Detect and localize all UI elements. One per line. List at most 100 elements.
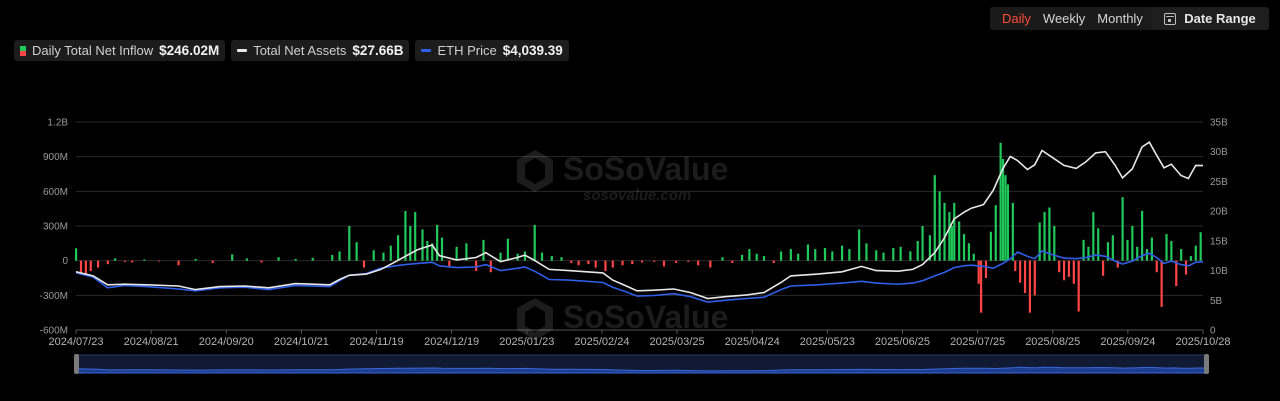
inflow-bar — [448, 260, 451, 268]
assets-swatch-icon — [237, 49, 248, 52]
inflow-bar — [550, 256, 553, 261]
inflow-bar — [953, 202, 956, 261]
inflow-bar — [231, 254, 234, 261]
inflow-bar — [506, 238, 509, 261]
inflow-bar — [662, 260, 666, 267]
inflow-bar — [1006, 184, 1010, 261]
inflow-bar — [958, 221, 961, 261]
inflow-bar — [1011, 202, 1014, 261]
gridlines — [76, 121, 1203, 331]
inflow-bar — [1189, 256, 1193, 261]
inflow-bar — [1033, 260, 1036, 296]
period-daily-button[interactable]: Daily — [1002, 11, 1031, 26]
legend-inflow[interactable]: Daily Total Net Inflow $246.02M — [14, 40, 226, 61]
inflow-bar — [1116, 260, 1119, 268]
calendar-icon — [1164, 12, 1177, 25]
inflow-bar — [260, 260, 263, 263]
legend-price-label: ETH Price — [437, 43, 497, 58]
inflow-bar — [999, 142, 1002, 261]
inflow-bar — [79, 260, 83, 273]
navigator-right-handle[interactable] — [1204, 354, 1209, 374]
inflow-bar — [977, 260, 980, 284]
x-tick-label: 2024/10/21 — [274, 336, 329, 348]
inflow-bar — [933, 175, 936, 261]
inflow-bar — [621, 260, 624, 266]
inflow-bar — [640, 260, 644, 263]
inflow-bar — [194, 258, 197, 261]
inflow-bar — [1141, 210, 1144, 261]
watermark-lower: SoSoValue — [517, 298, 728, 340]
inflow-bar — [1155, 260, 1158, 273]
x-tick-label: 2025/10/28 — [1175, 336, 1230, 348]
y-left-tick-label: -600M — [40, 326, 68, 337]
inflow-bar — [1131, 226, 1134, 261]
inflow-bar — [984, 260, 988, 278]
date-range-button[interactable]: Date Range — [1151, 7, 1269, 30]
inflow-bar — [1170, 241, 1173, 261]
inflow-bar — [604, 260, 607, 272]
inflow-bar — [106, 260, 109, 265]
inflow-bar — [772, 260, 775, 263]
inflow-bar — [1019, 260, 1022, 283]
inflow-bar — [311, 257, 314, 261]
legend-assets-value: $27.66B — [352, 43, 404, 58]
inflow-bar — [611, 260, 614, 268]
inflow-swatch-icon — [20, 45, 26, 56]
inflow-bar — [1087, 246, 1090, 261]
inflow-bar — [123, 260, 126, 262]
inflow-bar — [362, 260, 366, 268]
inflow-bar — [840, 245, 844, 261]
inflow-bar — [972, 253, 975, 261]
x-tick-label: 2024/12/19 — [424, 336, 479, 348]
inflow-bar — [755, 253, 758, 261]
inflow-bar — [1184, 260, 1188, 275]
inflow-bar — [177, 260, 180, 266]
y-left-tick-label: 1.2B — [47, 118, 68, 129]
inflow-bar — [211, 260, 214, 263]
inflow-bar — [594, 260, 597, 268]
x-tick-label: 2025/06/25 — [875, 336, 930, 348]
inflow-bar — [740, 254, 744, 261]
inflow-bar — [404, 210, 407, 261]
inflow-bar — [748, 249, 751, 261]
inflow-bar — [1121, 197, 1124, 261]
period-weekly-button[interactable]: Weekly — [1042, 11, 1086, 26]
y-axis-left: 1.2B 900M 600M 300M 0 -300M -600M — [40, 118, 69, 337]
legend-assets[interactable]: Total Net Assets $27.66B — [231, 40, 410, 61]
navigator-left-handle[interactable] — [74, 354, 79, 374]
x-tick-label: 2025/02/24 — [574, 336, 629, 348]
inflow-bar — [1111, 235, 1114, 261]
inflow-bar — [1160, 260, 1163, 307]
y-left-tick-label: 600M — [43, 187, 68, 198]
y-left-tick-label: -300M — [40, 291, 68, 302]
inflow-bar — [631, 260, 634, 265]
x-tick-label: 2025/05/23 — [800, 336, 855, 348]
watermark-logo-lower-icon — [517, 298, 553, 340]
inflow-bar — [114, 258, 117, 261]
inflow-bar — [89, 260, 92, 272]
range-navigator[interactable] — [74, 354, 1209, 374]
inflow-bar — [157, 260, 161, 262]
inflow-bar — [848, 249, 851, 261]
inflow-bar — [355, 242, 358, 261]
watermark-url: sosovalue.com — [583, 187, 691, 204]
period-monthly-button[interactable]: Monthly — [1097, 11, 1143, 26]
y-right-tick-label: 20B — [1210, 207, 1228, 218]
total-net-assets-line — [75, 141, 1204, 300]
price-swatch-icon — [421, 49, 432, 52]
inflow-bar — [389, 245, 392, 261]
x-tick-label: 2024/09/20 — [199, 336, 254, 348]
inflow-bar — [1165, 234, 1168, 261]
inflow-bar — [928, 235, 931, 261]
y-right-tick-label: 10B — [1210, 266, 1228, 277]
inflow-bar — [587, 260, 590, 265]
inflow-bar — [540, 252, 544, 261]
y-left-tick-label: 300M — [43, 222, 68, 233]
inflow-bar — [1082, 239, 1085, 261]
inflow-bar — [797, 253, 800, 261]
y-left-tick-label: 900M — [43, 152, 68, 163]
x-tick-label: 2025/08/25 — [1025, 336, 1080, 348]
legend-price[interactable]: ETH Price $4,039.39 — [415, 40, 569, 61]
inflow-bar — [277, 257, 280, 261]
inflow-bar — [892, 247, 895, 261]
